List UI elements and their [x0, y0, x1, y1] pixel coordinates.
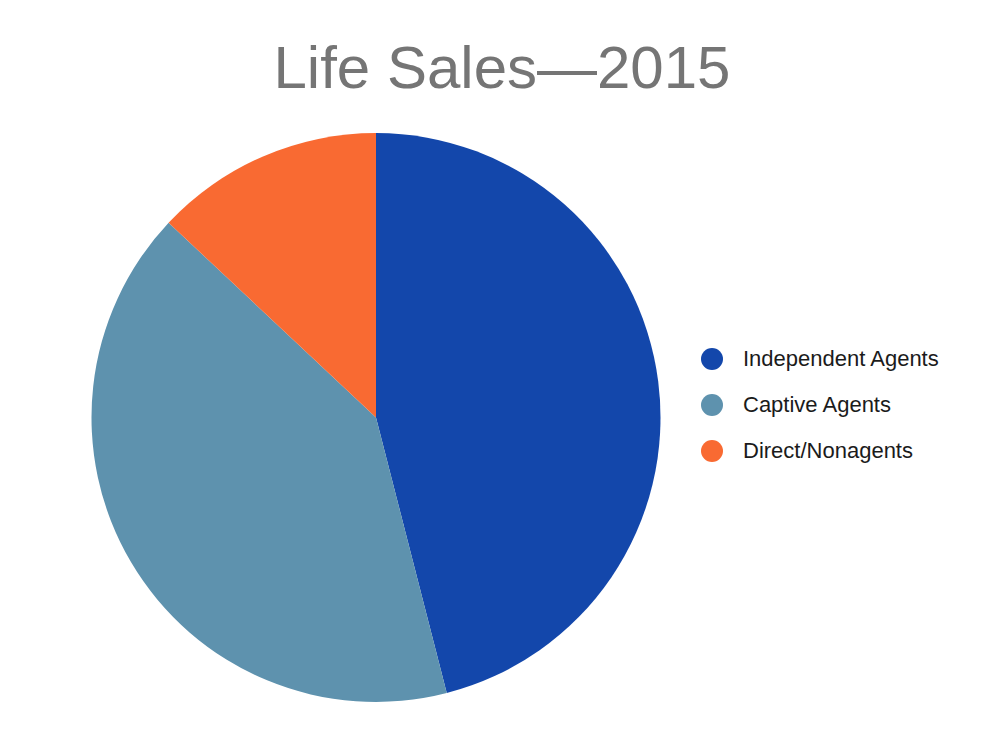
legend-marker-direct-nonagents [701, 440, 723, 462]
legend-label: Independent Agents [743, 346, 939, 372]
legend-label: Captive Agents [743, 392, 891, 418]
legend-marker-independent-agents [701, 348, 723, 370]
legend-label: Direct/Nonagents [743, 438, 913, 464]
legend-item: Captive Agents [701, 382, 939, 428]
legend-marker-captive-agents [701, 394, 723, 416]
legend: Independent Agents Captive Agents Direct… [701, 336, 939, 474]
legend-item: Independent Agents [701, 336, 939, 382]
legend-item: Direct/Nonagents [701, 428, 939, 474]
